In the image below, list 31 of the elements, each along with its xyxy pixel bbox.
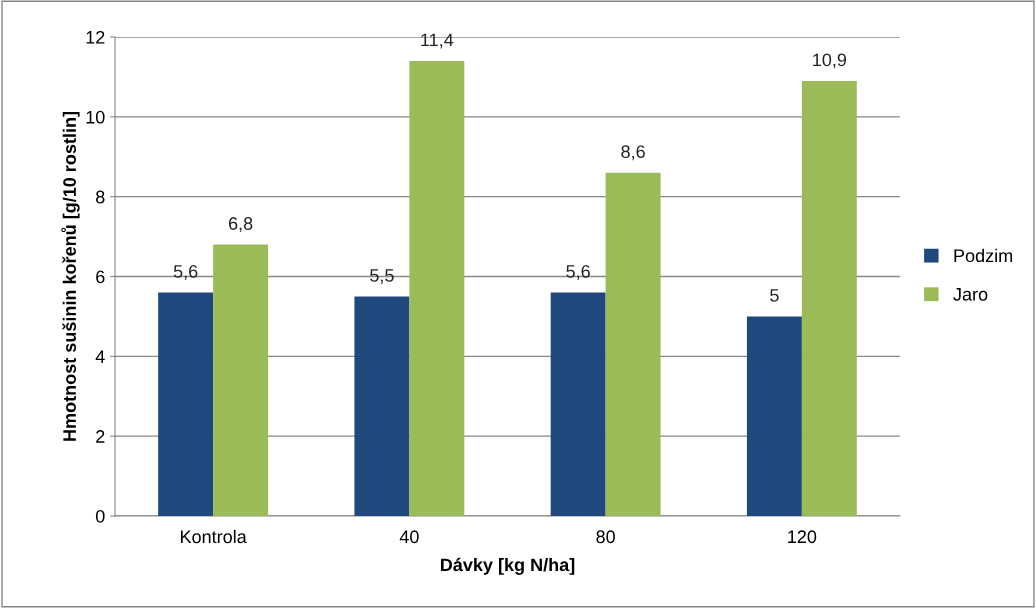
legend-label: Jaro [953, 288, 988, 301]
y-axis-title: Hmotnost sušinin kořenů [g/10 rostlin] [61, 111, 80, 441]
x-tick-label: 40 [399, 530, 419, 544]
y-tick-label: 2 [96, 430, 105, 443]
legend-label: Podzim [954, 248, 1012, 263]
data-label: 6,8 [228, 217, 253, 233]
bar [213, 244, 269, 516]
y-tick-label: 8 [96, 190, 105, 204]
bar [605, 172, 661, 516]
bar [801, 80, 857, 516]
y-tick-label: 4 [95, 350, 105, 363]
data-label: 8,6 [621, 145, 645, 161]
x-tick-label: Kontrola [180, 529, 247, 544]
x-tick-label: 80 [596, 530, 615, 544]
y-tick-label: 10 [86, 110, 105, 124]
x-axis-title: Dávky [kg N/ha] [440, 557, 575, 575]
bar [746, 316, 802, 516]
bar [354, 296, 410, 516]
y-tick-label: 12 [86, 30, 105, 44]
y-tick-label: 0 [95, 509, 105, 523]
data-label: 5 [770, 289, 779, 302]
data-label: 5,6 [566, 265, 590, 280]
bar [158, 292, 214, 516]
bar [409, 60, 465, 516]
data-label: 5,6 [173, 265, 198, 280]
data-label: 10,9 [813, 53, 847, 69]
data-label: 11,4 [421, 33, 454, 49]
y-tick-label: 6 [96, 270, 105, 284]
data-label: 5,5 [370, 269, 394, 284]
bar [550, 292, 606, 516]
x-tick-label: 120 [788, 530, 817, 544]
